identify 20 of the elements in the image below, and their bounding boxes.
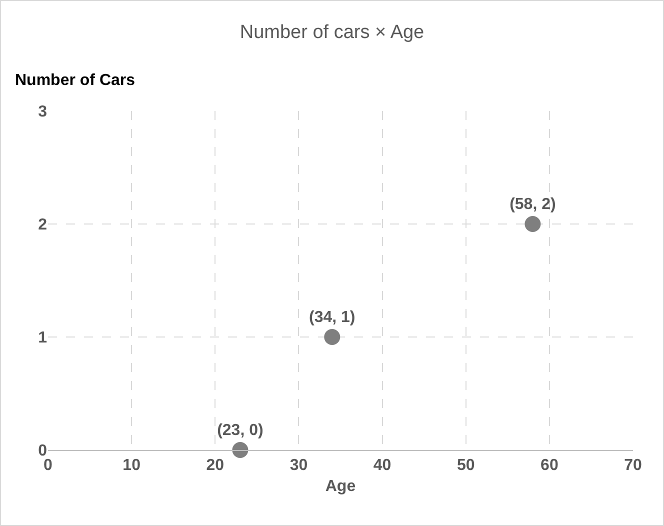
point [324, 329, 340, 345]
x-tick-label: 50 [456, 457, 475, 474]
x-tick-label: 10 [122, 457, 141, 474]
y-tick-label: 1 [38, 330, 48, 347]
point [524, 216, 541, 232]
y-axis-title: Number of Cars [15, 72, 136, 89]
x-tick-label: 60 [540, 457, 558, 474]
y-tick-label: 3 [38, 104, 48, 121]
x-tick-label: 40 [373, 457, 392, 474]
chart-title: Number of cars × Age [240, 22, 424, 43]
x-axis-title: Age [325, 478, 356, 495]
x-tick-label: 30 [290, 457, 308, 474]
y-tick-label: 2 [38, 216, 48, 234]
data-label: (23, 0) [217, 422, 264, 439]
x-tick-label: 20 [206, 457, 224, 474]
data-label: (34, 1) [309, 309, 356, 326]
point [232, 442, 248, 458]
data-label: (58, 2) [510, 196, 556, 213]
y-tick-label: 0 [38, 442, 48, 460]
x-tick-label: 70 [624, 457, 642, 474]
